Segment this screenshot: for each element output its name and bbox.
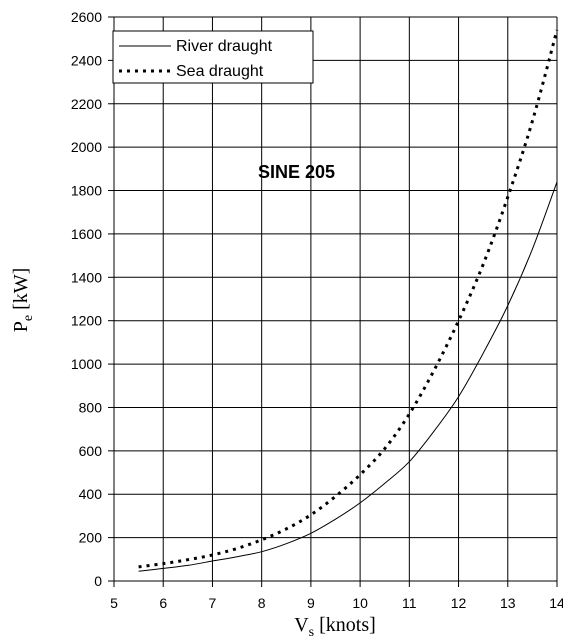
y-tick-label: 2000 (71, 139, 102, 155)
y-axis-label-unit: [kW] (10, 268, 32, 315)
x-axis-label-unit: [knots] (314, 614, 376, 636)
y-axis-label-main: P (10, 321, 32, 332)
y-tick-labels: 0 200 400 600 800 1000 1200 1400 1600 1800 2000 220… (71, 9, 102, 589)
chart-annotation: SINE 205 (258, 162, 335, 182)
x-tick-label: 14 (549, 595, 563, 611)
series (138, 29, 559, 572)
legend-label-river: River draught (176, 38, 273, 55)
x-tick-label: 12 (451, 595, 467, 611)
y-tick-label: 800 (79, 399, 103, 415)
y-tick-label: 0 (94, 573, 102, 589)
y-tick-label: 2200 (71, 96, 102, 112)
y-tick-label: 200 (79, 530, 103, 546)
x-axis-label-main: V (294, 614, 309, 636)
legend-box (112, 30, 314, 84)
x-tick-label: 7 (209, 595, 217, 611)
grid (108, 16, 558, 587)
series-line-river-draught (138, 181, 558, 572)
y-tick-label: 2400 (71, 52, 102, 68)
x-tick-label: 10 (352, 595, 368, 611)
y-tick-label: 2600 (71, 9, 102, 25)
y-tick-label: 1000 (71, 356, 102, 372)
x-tick-label: 5 (110, 595, 118, 611)
y-tick-label: 600 (79, 443, 103, 459)
x-axis-label: Vs [knots] (294, 614, 376, 639)
x-tick-label: 6 (159, 595, 167, 611)
x-tick-label: 11 (402, 595, 417, 611)
y-axis-label-sub: e (21, 315, 36, 321)
legend-label-sea: Sea draught (176, 63, 264, 80)
x-axis-label-sub: s (309, 625, 314, 639)
x-tick-label: 8 (258, 595, 266, 611)
y-axis-label: Pe [kW] (10, 268, 36, 333)
y-tick-label: 1600 (71, 226, 102, 242)
x-tick-labels: 5 6 7 8 9 10 11 12 13 14 (110, 595, 563, 611)
series-line-sea-draught (138, 29, 559, 569)
y-tick-label: 400 (79, 486, 103, 502)
x-tick-label: 13 (500, 595, 516, 611)
legend: River draught Sea draught (112, 30, 314, 84)
y-tick-label: 1200 (71, 313, 102, 329)
y-tick-label: 1800 (71, 183, 102, 199)
y-tick-label: 1400 (71, 269, 102, 285)
x-tick-label: 9 (307, 595, 315, 611)
